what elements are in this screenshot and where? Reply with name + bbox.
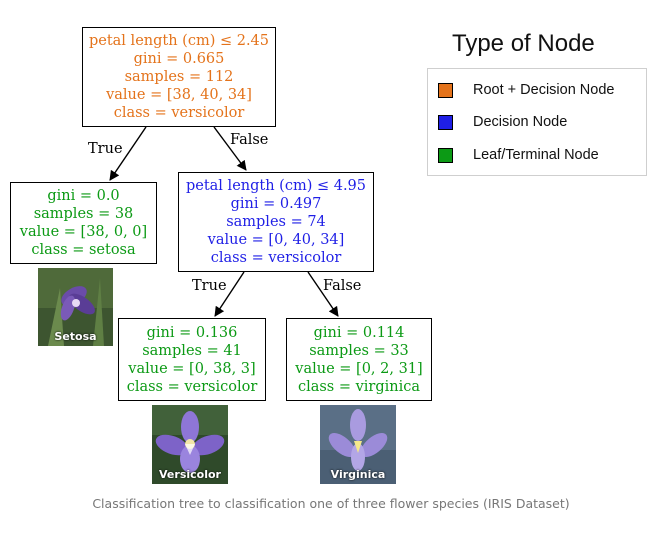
node-line: value = [0, 38, 3]: [128, 360, 256, 377]
node-line: petal length (cm) ≤ 2.45: [88, 33, 270, 49]
node-line: value = [38, 40, 34]: [106, 87, 252, 103]
node-line: gini = 0.136: [146, 324, 238, 341]
node-line: gini = 0.665: [133, 51, 225, 67]
node-line: class = versicolor: [113, 105, 245, 121]
node-line: samples = 38: [33, 206, 134, 222]
decision-node: petal length (cm) ≤ 4.95 gini = 0.497 sa…: [178, 172, 374, 272]
edge-label-true: True: [192, 278, 227, 294]
legend-swatch: [438, 114, 453, 130]
node-line: samples = 41: [142, 342, 242, 359]
node-line: gini = 0.497: [230, 196, 322, 212]
node-line: samples = 74: [226, 214, 326, 230]
node-line: class = virginica: [297, 378, 421, 395]
legend-label: Leaf/Terminal Node: [473, 147, 599, 163]
versicolor-flower-graphic: [152, 405, 228, 484]
virginica-flower-image: Virginica: [320, 405, 396, 484]
legend-label: Decision Node: [473, 114, 568, 130]
legend-swatch: [438, 147, 453, 163]
legend-label: Root + Decision Node: [473, 82, 615, 98]
leaf-node-virginica: gini = 0.114 samples = 33 value = [0, 2,…: [286, 318, 432, 401]
edge-label-false: False: [230, 132, 269, 148]
edge-label-true: True: [88, 141, 123, 157]
node-line: value = [38, 0, 0]: [19, 224, 148, 240]
setosa-flower-image: Setosa: [38, 268, 113, 346]
node-line: class = setosa: [31, 242, 136, 258]
root-node: petal length (cm) ≤ 2.45 gini = 0.665 sa…: [82, 27, 276, 127]
legend-swatch: [438, 82, 453, 98]
versicolor-flower-image: Versicolor: [152, 405, 228, 484]
node-line: gini = 0.114: [313, 324, 405, 341]
legend-item-leaf: Leaf/Terminal Node: [438, 147, 599, 163]
node-line: samples = 112: [124, 69, 234, 85]
setosa-flower-graphic: [38, 268, 113, 346]
node-line: petal length (cm) ≤ 4.95: [185, 178, 367, 194]
node-line: class = versicolor: [126, 378, 258, 395]
node-line: value = [0, 40, 34]: [207, 232, 345, 248]
node-line: gini = 0.0: [47, 188, 120, 204]
figure-caption: Classification tree to classification on…: [92, 496, 570, 511]
flower-label: Virginica: [330, 468, 386, 481]
flower-label: Setosa: [54, 330, 97, 343]
legend-item-root: Root + Decision Node: [438, 82, 614, 98]
legend-item-decision: Decision Node: [438, 114, 567, 130]
node-line: class = versicolor: [210, 250, 342, 266]
legend: Root + Decision Node Decision Node Leaf/…: [427, 68, 647, 176]
leaf-node-setosa: gini = 0.0 samples = 38 value = [38, 0, …: [10, 182, 157, 264]
node-line: value = [0, 2, 31]: [295, 360, 423, 377]
flower-label: Versicolor: [159, 468, 221, 481]
node-line: samples = 33: [309, 342, 409, 359]
virginica-flower-graphic: [320, 405, 396, 484]
edge-label-false: False: [323, 278, 362, 294]
leaf-node-versicolor: gini = 0.136 samples = 41 value = [0, 38…: [118, 318, 266, 401]
legend-title: Type of Node: [452, 30, 595, 57]
